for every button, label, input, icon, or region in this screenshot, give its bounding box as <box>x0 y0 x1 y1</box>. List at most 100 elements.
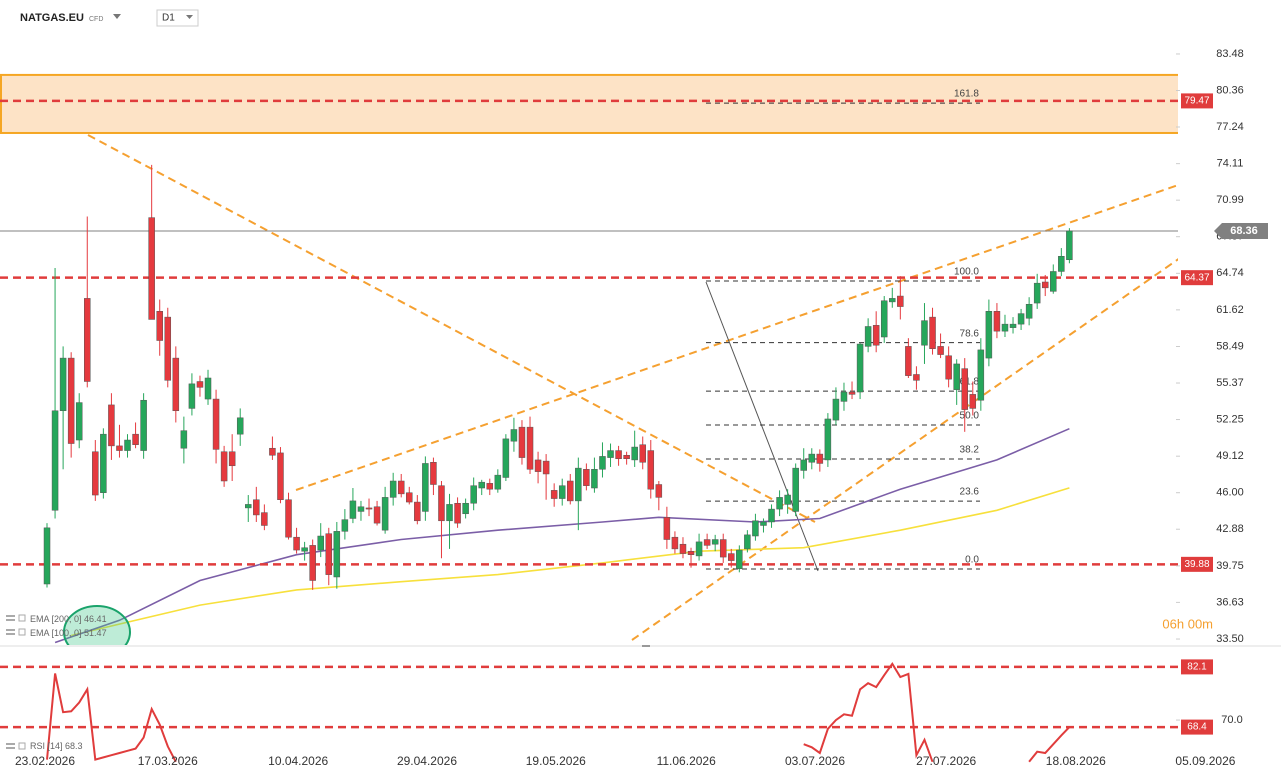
instrument-type: CFD <box>89 16 103 23</box>
price-tag-label: 68.36 <box>1230 225 1258 237</box>
highlight-circle <box>63 605 131 645</box>
candle-body <box>550 490 558 499</box>
x-tick-label: 23.02.2026 <box>15 754 75 768</box>
candle-body <box>1050 271 1057 292</box>
candle-body <box>253 499 260 516</box>
candle-body <box>542 460 550 475</box>
candle-body <box>293 536 300 551</box>
candle-body <box>1025 303 1033 319</box>
legend-icons <box>6 614 26 750</box>
fib-level-label: 50.0 <box>960 411 980 422</box>
candle-body <box>124 439 131 451</box>
price-tag-label: 39.88 <box>1184 559 1209 570</box>
symbol-dropdown[interactable] <box>113 14 121 19</box>
candle-body <box>728 553 735 561</box>
candle-body <box>422 463 429 512</box>
y-tick-label: 39.75 <box>1216 560 1244 572</box>
candle-body <box>228 451 236 467</box>
candle-body <box>615 450 622 460</box>
candle-body <box>269 447 276 456</box>
candle-body <box>985 311 993 359</box>
rsi-level-tag <box>1181 659 1213 675</box>
candle-body <box>196 381 204 388</box>
fib-level-label: 161.8 <box>954 89 979 100</box>
candle-body <box>711 539 719 545</box>
candle-body <box>389 480 397 498</box>
candle-body <box>631 446 638 461</box>
candle-body <box>188 383 196 409</box>
symbol[interactable]: NATGAS.EU <box>20 12 84 24</box>
rsi-tick-label: 70.0 <box>1221 714 1242 726</box>
y-tick-label: 83.48 <box>1216 48 1244 60</box>
y-tick-label: 80.36 <box>1216 84 1244 96</box>
candle-body <box>872 325 880 346</box>
y-tick-label: 33.50 <box>1216 633 1244 645</box>
candle-body <box>703 539 711 546</box>
rsi-value: 68.3 <box>65 741 83 751</box>
ema-value: 51.47 <box>84 628 107 638</box>
candle-body <box>969 394 977 409</box>
candle-body <box>599 456 606 470</box>
timeframe-dropdown[interactable] <box>186 15 193 19</box>
candle-body <box>502 438 510 478</box>
candle-body <box>148 217 155 320</box>
candle-body <box>1009 323 1017 328</box>
candle-body <box>534 459 542 472</box>
candle-body <box>51 410 59 511</box>
candle-body <box>607 450 614 458</box>
candle-body <box>518 426 526 458</box>
candle-body <box>655 484 663 498</box>
candle-body <box>784 494 791 505</box>
candle-body <box>75 402 83 441</box>
candle-body <box>140 399 147 451</box>
rsi-level-tag <box>1181 719 1213 735</box>
candle-body <box>663 517 671 540</box>
candle-body <box>1001 323 1009 332</box>
y-tick-label: 74.11 <box>1217 158 1244 170</box>
ema-line <box>54 427 1070 644</box>
candle-body <box>567 480 574 502</box>
x-tick-label: 03.07.2026 <box>785 754 845 768</box>
candle-body <box>414 501 421 522</box>
candle-body <box>132 433 139 445</box>
candle-body <box>1066 230 1073 261</box>
x-tick-label: 05.09.2026 <box>1175 754 1235 768</box>
candle-body <box>808 453 816 463</box>
candle-body <box>768 508 775 523</box>
timeframe-select[interactable] <box>156 9 199 27</box>
candle-body <box>760 521 767 526</box>
candle-body <box>889 298 896 303</box>
y-tick-label: 58.49 <box>1216 340 1244 352</box>
candle-body <box>824 418 832 461</box>
candle-body <box>309 545 316 581</box>
candle-body <box>156 311 163 341</box>
candle-body <box>341 519 349 532</box>
candle-body <box>212 398 220 450</box>
x-tick-label: 17.03.2026 <box>138 754 198 768</box>
price-tag <box>1181 93 1213 109</box>
candle-body <box>840 391 848 402</box>
candle-body <box>357 506 365 512</box>
candle-body <box>639 444 646 463</box>
timeframe[interactable]: D1 <box>162 13 175 24</box>
candle-body <box>67 357 75 444</box>
candle-body <box>583 469 590 486</box>
ema-legend: EMA [100, 0] 51.47 <box>30 628 107 638</box>
y-tick-label: 64.74 <box>1216 267 1244 279</box>
y-tick-label: 61.62 <box>1216 304 1244 316</box>
candle-body <box>43 527 51 585</box>
resistance-zone <box>0 73 1178 134</box>
candle-body <box>301 547 308 552</box>
candle-body <box>575 467 582 502</box>
candle-body <box>494 474 502 490</box>
trend-line <box>87 134 816 523</box>
candle-body <box>591 469 598 489</box>
candle-body <box>921 320 928 346</box>
candle-body <box>285 499 292 538</box>
candle-body <box>84 298 91 382</box>
candle-body <box>816 453 824 464</box>
y-tick-label: 46.00 <box>1216 487 1244 499</box>
ema-line <box>71 487 1070 637</box>
rsi-level-tag-label: 82.1 <box>1187 662 1207 673</box>
